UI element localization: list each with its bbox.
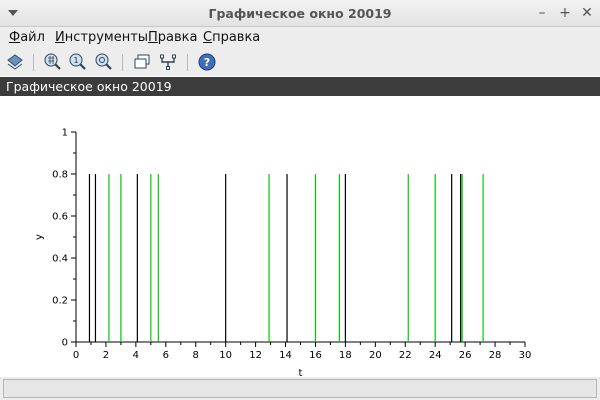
menu-file[interactable]: Файл xyxy=(9,30,45,45)
window-menu-icon[interactable] xyxy=(8,10,18,16)
x-tick-label: 16 xyxy=(309,350,322,361)
status-field xyxy=(3,379,597,398)
zoom-one-icon[interactable]: 1 xyxy=(68,52,88,72)
menu-edit[interactable]: Правка xyxy=(148,30,198,45)
x-tick-label: 12 xyxy=(249,350,262,361)
x-tick-label: 28 xyxy=(489,350,502,361)
x-tick-label: 22 xyxy=(399,350,412,361)
rotate-icon[interactable] xyxy=(5,52,25,72)
figure-header-title: Графическое окно 20019 xyxy=(6,79,172,94)
x-tick-label: 2 xyxy=(103,350,109,361)
toolbar: 1 ? xyxy=(0,49,600,76)
x-tick-label: 18 xyxy=(339,350,352,361)
maximize-button[interactable]: + xyxy=(559,5,571,21)
svg-text:1: 1 xyxy=(73,56,78,65)
menu-help[interactable]: Справка xyxy=(203,30,261,45)
minimize-button[interactable]: – xyxy=(538,5,546,21)
menu-tools[interactable]: Инструменты xyxy=(55,30,149,45)
y-tick-label: 0.8 xyxy=(52,170,68,181)
x-tick-label: 4 xyxy=(133,350,139,361)
zoom-search-icon[interactable] xyxy=(94,52,114,72)
y-axis-label: y xyxy=(34,234,45,240)
datatip-icon[interactable] xyxy=(158,52,178,72)
figure-header: Графическое окно 20019 xyxy=(0,77,600,96)
y-tick-label: 0.2 xyxy=(52,296,68,307)
x-axis-label: t xyxy=(299,368,303,377)
title-bar[interactable]: Графическое окно 20019 – + ✕ xyxy=(0,0,600,27)
figure-windows-icon[interactable] xyxy=(132,52,152,72)
zoom-grid-icon[interactable] xyxy=(43,52,63,72)
help-icon[interactable]: ? xyxy=(197,52,217,72)
x-tick-label: 20 xyxy=(369,350,382,361)
stem-chart[interactable]: 0 2 4 6 8 10 12 14 16 18 20 22 24 26 28 3000.20.40.60.8… xyxy=(0,96,600,378)
x-tick-label: 0 xyxy=(73,350,79,361)
menu-bar: Файл Инструменты Правка Справка xyxy=(0,27,600,49)
y-tick-label: 0.4 xyxy=(52,254,68,265)
svg-text:?: ? xyxy=(204,56,210,69)
x-tick-label: 26 xyxy=(459,350,472,361)
x-tick-label: 8 xyxy=(193,350,199,361)
x-tick-label: 30 xyxy=(519,350,532,361)
window-title: Графическое окно 20019 xyxy=(208,6,392,21)
plot-area[interactable]: 0 2 4 6 8 10 12 14 16 18 20 22 24 26 28 30 0 0.2 0.4 0.6 0.8… xyxy=(0,96,600,377)
y-tick-label: 0.6 xyxy=(52,212,68,223)
status-bar xyxy=(0,377,600,400)
x-tick-label: 24 xyxy=(429,350,442,361)
y-tick-label: 0 xyxy=(62,338,68,349)
y-tick-label: 1 xyxy=(62,128,68,139)
close-button[interactable]: ✕ xyxy=(581,5,593,21)
x-tick-label: 14 xyxy=(279,350,292,361)
x-tick-label: 6 xyxy=(163,350,169,361)
x-tick-label: 10 xyxy=(219,350,232,361)
